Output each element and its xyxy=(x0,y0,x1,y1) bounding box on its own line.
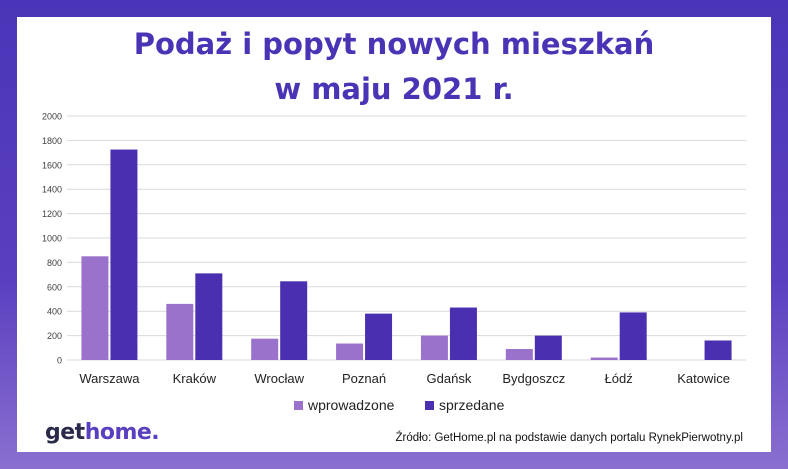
bar-sprzedane-2 xyxy=(195,273,223,360)
bar-sprzedane-5 xyxy=(449,307,477,360)
chart-frame: Podaż i popyt nowych mieszkań w maju 202… xyxy=(17,17,771,452)
bar-sprzedane-3 xyxy=(280,281,308,360)
bar-wprowadzone-4 xyxy=(336,343,364,360)
x-tick-label: Kraków xyxy=(173,371,217,386)
y-tick-label: 1600 xyxy=(42,160,62,170)
y-tick-label: 600 xyxy=(47,282,62,292)
source-note: Źródło: GetHome.pl na podstawie danych p… xyxy=(395,432,743,444)
bar-wprowadzone-6 xyxy=(505,349,533,360)
x-tick-label: Bydgoszcz xyxy=(502,371,565,386)
bar-chart: 0 200 400 600 800 1000 1200 1400 1600 1800 2000 Wa… xyxy=(42,112,746,413)
y-tick-label: 800 xyxy=(47,258,62,268)
bar-wprowadzone-1 xyxy=(81,256,109,360)
bar-sprzedane-8 xyxy=(704,340,732,360)
x-tick-label: Łódź xyxy=(605,371,633,386)
y-tick-label: 400 xyxy=(47,307,62,317)
x-tick-label: Warszawa xyxy=(79,371,140,386)
y-tick-label: 200 xyxy=(47,331,62,341)
bar-wprowadzone-5 xyxy=(420,335,448,360)
y-tick-label: 1800 xyxy=(42,136,62,146)
y-tick-label: 1400 xyxy=(42,185,62,195)
bar-wprowadzone-3 xyxy=(251,338,279,360)
bar-sprzedane-6 xyxy=(534,335,562,360)
y-tick-label: 2000 xyxy=(42,112,62,122)
bar-sprzedane-4 xyxy=(365,313,393,360)
x-tick-label: Katowice xyxy=(677,371,730,386)
chart-title-line2: w maju 2021 r. xyxy=(274,72,514,106)
bar-sprzedane-7 xyxy=(619,312,647,360)
logo-part-get: get xyxy=(45,420,85,445)
logo-part-home: home. xyxy=(84,420,160,445)
bar-sprzedane-1 xyxy=(110,149,138,360)
legend-label-wprowadzone: wprowadzone xyxy=(307,397,395,413)
y-tick-label: 0 xyxy=(57,356,62,366)
bar-wprowadzone-2 xyxy=(166,303,194,360)
legend-swatch-sprzedane xyxy=(425,401,434,410)
y-tick-label: 1200 xyxy=(42,209,62,219)
chart-title-line1: Podaż i popyt nowych mieszkań xyxy=(133,27,655,61)
legend-label-sprzedane: sprzedane xyxy=(439,397,505,413)
gethome-logo: gethome. xyxy=(45,420,160,445)
legend-swatch-wprowadzone xyxy=(294,401,303,410)
x-tick-label: Wrocław xyxy=(254,371,304,386)
y-tick-label: 1000 xyxy=(42,234,62,244)
x-tick-label: Poznań xyxy=(342,371,386,386)
bar-wprowadzone-7 xyxy=(590,357,618,360)
x-tick-label: Gdańsk xyxy=(427,371,472,386)
